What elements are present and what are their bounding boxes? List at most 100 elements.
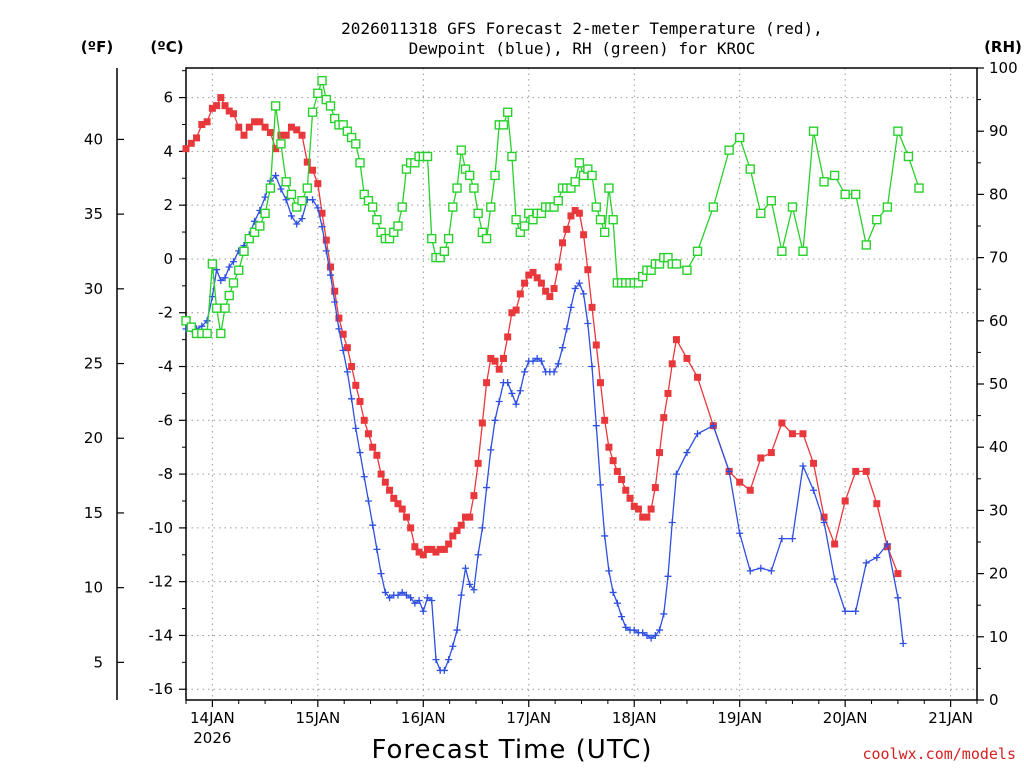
temperature-point bbox=[529, 268, 537, 276]
x-axis-title: Forecast Time (UTC) bbox=[371, 735, 652, 765]
temperature-point bbox=[778, 419, 786, 427]
dewpoint-point bbox=[466, 580, 474, 588]
temperature-point bbox=[525, 271, 533, 279]
temperature-point bbox=[499, 354, 507, 362]
dewpoint-point bbox=[360, 473, 368, 481]
rh-point bbox=[244, 233, 254, 244]
rh-point bbox=[473, 208, 483, 219]
dewpoint-point bbox=[314, 204, 322, 212]
temperature-point bbox=[335, 314, 343, 322]
temperature-point bbox=[298, 131, 306, 139]
dewpoint-point bbox=[474, 551, 482, 559]
dewpoint-point bbox=[575, 279, 583, 287]
dewpoint-point bbox=[217, 276, 225, 284]
rh-point bbox=[181, 316, 191, 326]
dewpoint-point bbox=[478, 524, 486, 532]
x-tick-label: 14JAN bbox=[190, 709, 235, 727]
temperature-point bbox=[643, 513, 651, 521]
unit-fahrenheit-label: (ºF) bbox=[81, 38, 113, 56]
rh-point bbox=[255, 221, 265, 231]
temperature-point bbox=[293, 126, 301, 134]
temperature-point bbox=[757, 454, 765, 462]
rh-point bbox=[270, 101, 281, 111]
temperature-point bbox=[411, 543, 419, 551]
x-tick-label: 21JAN bbox=[928, 709, 973, 727]
dewpoint-point bbox=[398, 588, 406, 596]
rh-tick-label: 60 bbox=[989, 312, 1008, 330]
temperature-point bbox=[516, 290, 524, 298]
temperature-point bbox=[203, 118, 211, 126]
temperature-point bbox=[474, 459, 482, 467]
rh-point bbox=[490, 170, 500, 181]
rh-point bbox=[840, 189, 850, 200]
rh-point bbox=[211, 303, 222, 313]
celsius-tick-label: -6 bbox=[158, 411, 173, 429]
temperature-point bbox=[622, 486, 630, 494]
temperature-point bbox=[746, 486, 754, 494]
rh-point bbox=[465, 170, 475, 181]
dewpoint-point bbox=[287, 212, 295, 220]
rh-point bbox=[286, 189, 297, 200]
dewpoint-point bbox=[668, 519, 676, 527]
rh-point bbox=[507, 151, 517, 162]
rh-point bbox=[307, 107, 318, 117]
temperature-point bbox=[461, 513, 469, 521]
temperature-point bbox=[466, 513, 474, 521]
rh-point bbox=[276, 139, 286, 149]
dewpoint-point bbox=[198, 322, 206, 330]
temperature-point bbox=[240, 131, 248, 139]
dewpoint-point bbox=[820, 519, 828, 527]
dewpoint-point bbox=[407, 594, 415, 602]
temperature-point bbox=[841, 497, 849, 505]
temperature-point bbox=[550, 285, 558, 293]
rh-tick-label: 100 bbox=[989, 59, 1018, 77]
rh-point bbox=[481, 233, 492, 244]
dewpoint-point bbox=[461, 564, 469, 572]
temperature-point bbox=[256, 118, 264, 126]
celsius-tick-label: -8 bbox=[158, 465, 173, 483]
temperature-point bbox=[533, 274, 541, 282]
rh-point bbox=[224, 290, 234, 301]
dewpoint-point bbox=[381, 588, 389, 596]
temperature-point bbox=[656, 449, 664, 457]
dewpoint-point bbox=[596, 481, 604, 489]
temperature-point bbox=[415, 548, 423, 556]
dewpoint-point bbox=[651, 631, 659, 639]
dewpoint-point bbox=[873, 553, 881, 561]
rh-tick-label: 80 bbox=[989, 185, 1008, 203]
dewpoint-point bbox=[331, 298, 339, 306]
rh-point bbox=[372, 214, 382, 225]
dewpoint-point bbox=[529, 357, 537, 365]
temperature-point bbox=[470, 492, 478, 500]
rh-point bbox=[202, 328, 212, 339]
dewpoint-point bbox=[386, 594, 394, 602]
dewpoint-point bbox=[894, 594, 902, 602]
temperature-point bbox=[810, 459, 818, 467]
celsius-tick-label: 6 bbox=[163, 89, 173, 107]
dewpoint-point bbox=[221, 274, 229, 282]
dewpoint-point bbox=[272, 172, 280, 180]
rh-point bbox=[249, 227, 260, 238]
dewpoint-point bbox=[457, 591, 465, 599]
celsius-tick-label: 4 bbox=[163, 142, 173, 160]
chart-title-line1: 2026011318 GFS Forecast 2-meter Temperat… bbox=[341, 19, 823, 38]
temperature-point bbox=[601, 416, 609, 424]
x-tick-label: 17JAN bbox=[506, 709, 551, 727]
rh-point bbox=[220, 303, 230, 313]
temperature-point bbox=[596, 379, 604, 387]
unit-rh-label: (RH) bbox=[984, 38, 1022, 56]
rh-point bbox=[439, 246, 450, 256]
fahrenheit-tick-label: 40 bbox=[84, 130, 103, 148]
dewpoint-point bbox=[203, 317, 211, 325]
temperature-point bbox=[326, 263, 334, 271]
temperature-point bbox=[483, 379, 491, 387]
temperature-point bbox=[508, 309, 516, 317]
dewpoint-point bbox=[639, 629, 647, 637]
dewpoint-point bbox=[746, 567, 754, 575]
rh-point bbox=[313, 88, 323, 98]
dewpoint-point bbox=[554, 360, 562, 368]
dewpoint-point bbox=[483, 484, 491, 492]
rh-point bbox=[443, 233, 454, 244]
rh-point bbox=[325, 101, 336, 111]
temperature-point bbox=[428, 545, 436, 553]
